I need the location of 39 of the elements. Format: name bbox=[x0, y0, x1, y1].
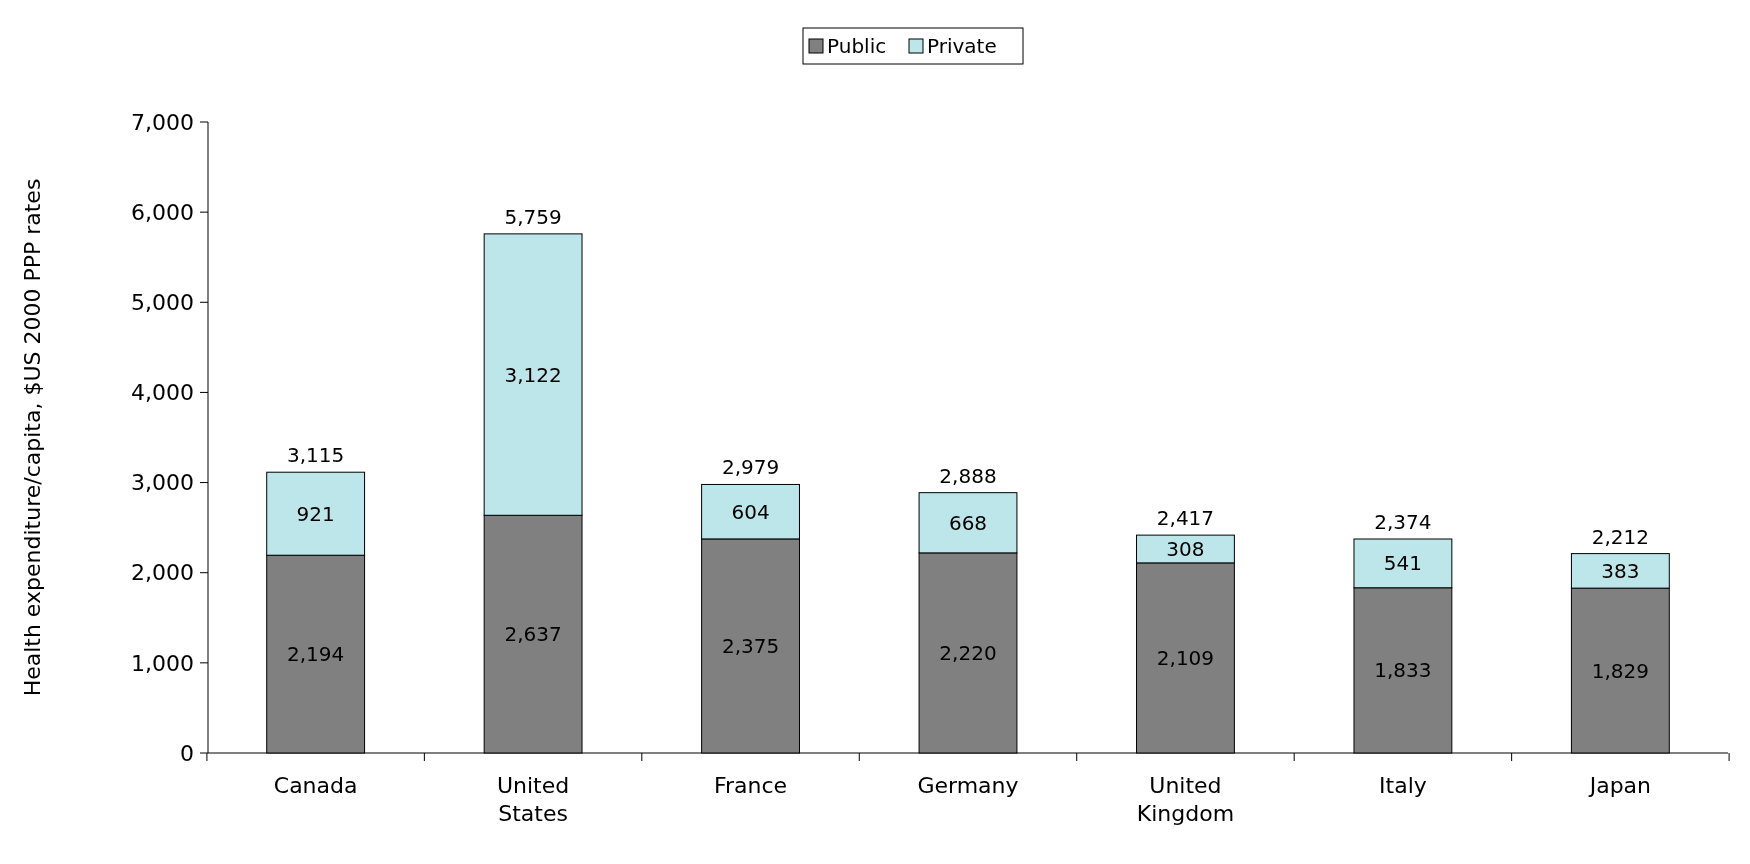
x-tick-label: Japan bbox=[1587, 773, 1652, 798]
data-label: 541 bbox=[1383, 551, 1422, 576]
y-tick-label: 0 bbox=[180, 740, 194, 766]
total-label: 2,888 bbox=[939, 463, 997, 488]
total-label: 3,115 bbox=[287, 443, 345, 468]
x-tick-label: Canada bbox=[273, 773, 358, 798]
data-label: 2,194 bbox=[287, 642, 345, 667]
data-label: 3,122 bbox=[504, 362, 562, 387]
x-tick-label: United States bbox=[496, 773, 570, 826]
data-label: 921 bbox=[296, 501, 335, 526]
y-tick-label: 2,000 bbox=[131, 560, 194, 586]
y-axis-title: Health expenditure/capita, $US 2000 PPP rates bbox=[20, 178, 45, 697]
total-label: 2,417 bbox=[1156, 506, 1215, 531]
y-tick-label: 5,000 bbox=[131, 289, 194, 315]
y-tick-label: 6,000 bbox=[131, 199, 194, 225]
data-label: 308 bbox=[1166, 537, 1205, 562]
x-tick-label: Italy bbox=[1379, 773, 1427, 798]
y-tick-label: 4,000 bbox=[131, 380, 194, 406]
data-label: 2,637 bbox=[504, 622, 562, 647]
data-label: 383 bbox=[1601, 558, 1640, 583]
y-tick-label: 3,000 bbox=[131, 470, 194, 496]
x-tick-label: Germany bbox=[917, 773, 1019, 798]
legend-label: Private bbox=[927, 34, 997, 58]
data-label: 2,375 bbox=[721, 633, 780, 658]
y-tick-label: 1,000 bbox=[131, 650, 194, 676]
data-label: 1,829 bbox=[1591, 658, 1649, 683]
x-tick-label: United Kingdom bbox=[1136, 773, 1235, 826]
data-label: 668 bbox=[948, 510, 988, 535]
total-label: 2,212 bbox=[1591, 524, 1649, 549]
x-tick-label: France bbox=[713, 773, 788, 798]
legend-label: Public bbox=[827, 34, 887, 58]
data-label: 604 bbox=[731, 499, 770, 524]
data-label: 1,833 bbox=[1374, 658, 1432, 683]
data-label: 2,109 bbox=[1156, 645, 1215, 670]
total-label: 2,374 bbox=[1374, 510, 1432, 534]
total-label: 5,759 bbox=[504, 204, 562, 229]
y-tick-label: 7,000 bbox=[131, 109, 194, 135]
total-label: 2,979 bbox=[721, 455, 780, 480]
data-label: 2,220 bbox=[939, 640, 997, 665]
